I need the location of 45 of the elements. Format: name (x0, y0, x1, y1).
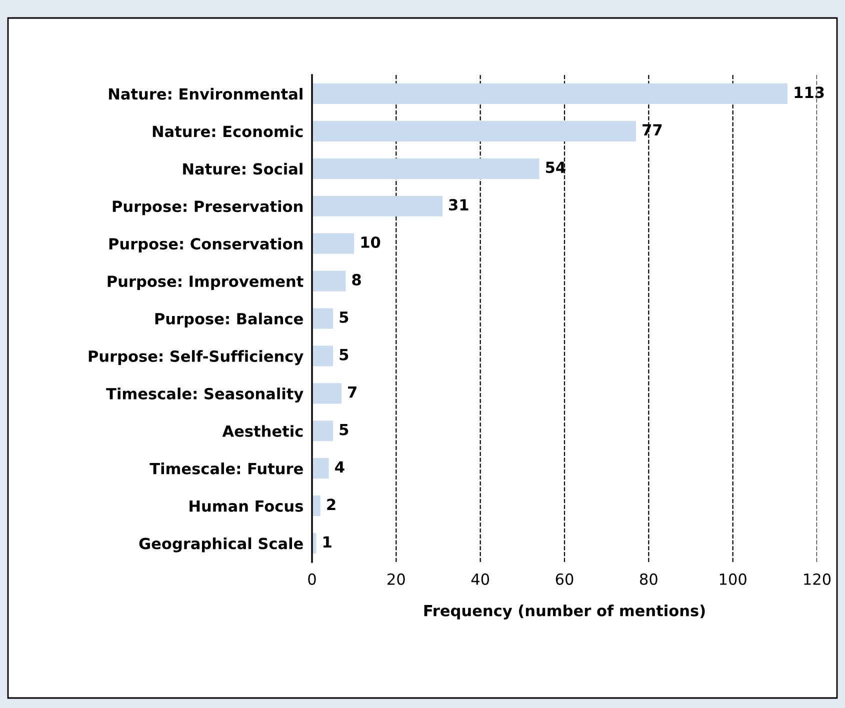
x-tick-label: 100 (720, 573, 746, 585)
y-tick-label: Nature: Environmental (109, 88, 302, 100)
bar (312, 420, 334, 442)
y-tick-label: Timescale: Seasonality (106, 388, 304, 403)
data-label: 113 (794, 86, 824, 98)
data-label: 4 (335, 461, 344, 473)
bar (312, 346, 334, 366)
x-tick-label: 0 (308, 573, 316, 585)
y-tick-label: Aesthetic (222, 425, 303, 437)
bar (312, 270, 346, 292)
data-label: 8 (352, 274, 361, 286)
data-label: 2 (327, 498, 336, 510)
x-tick-label: 120 (804, 573, 831, 585)
y-tick-label: Purpose: Improvement (108, 276, 304, 290)
data-label: 31 (449, 198, 468, 211)
bar (312, 233, 354, 254)
data-label: 5 (340, 312, 348, 323)
y-tick-label: Purpose: Preservation (112, 200, 302, 216)
y-tick-label: Purpose: Conservation (109, 238, 302, 253)
data-label: 7 (348, 386, 356, 398)
y-tick-label: Purpose: Balance (155, 312, 303, 328)
bar (312, 83, 788, 104)
x-tick-label: 80 (640, 573, 658, 585)
bar (312, 196, 442, 216)
y-tick-label: Nature: Economic (152, 125, 303, 138)
data-label: 1 (323, 536, 332, 548)
x-tick-label: 20 (388, 573, 405, 585)
bar (312, 120, 636, 142)
y-tick-label: Nature: Social (183, 162, 302, 175)
data-label: 54 (546, 162, 566, 174)
x-tick-label: 40 (471, 573, 490, 585)
bar (312, 158, 540, 179)
y-tick-label: Human Focus (190, 500, 303, 512)
y-tick-label: Timescale: Future (150, 462, 303, 474)
bar (312, 308, 334, 329)
data-label: 77 (642, 124, 662, 136)
data-label: 10 (361, 236, 380, 248)
bar (312, 458, 329, 479)
x-tick-label: 60 (556, 573, 574, 585)
bar (312, 383, 342, 404)
data-label: 5 (340, 349, 348, 360)
y-tick-label: Geographical Scale (139, 537, 303, 552)
x-axis-title: Frequency (number of mentions) (424, 604, 705, 620)
data-label: 5 (340, 424, 348, 436)
y-tick-label: Purpose: Self-Sufficiency (88, 350, 304, 366)
